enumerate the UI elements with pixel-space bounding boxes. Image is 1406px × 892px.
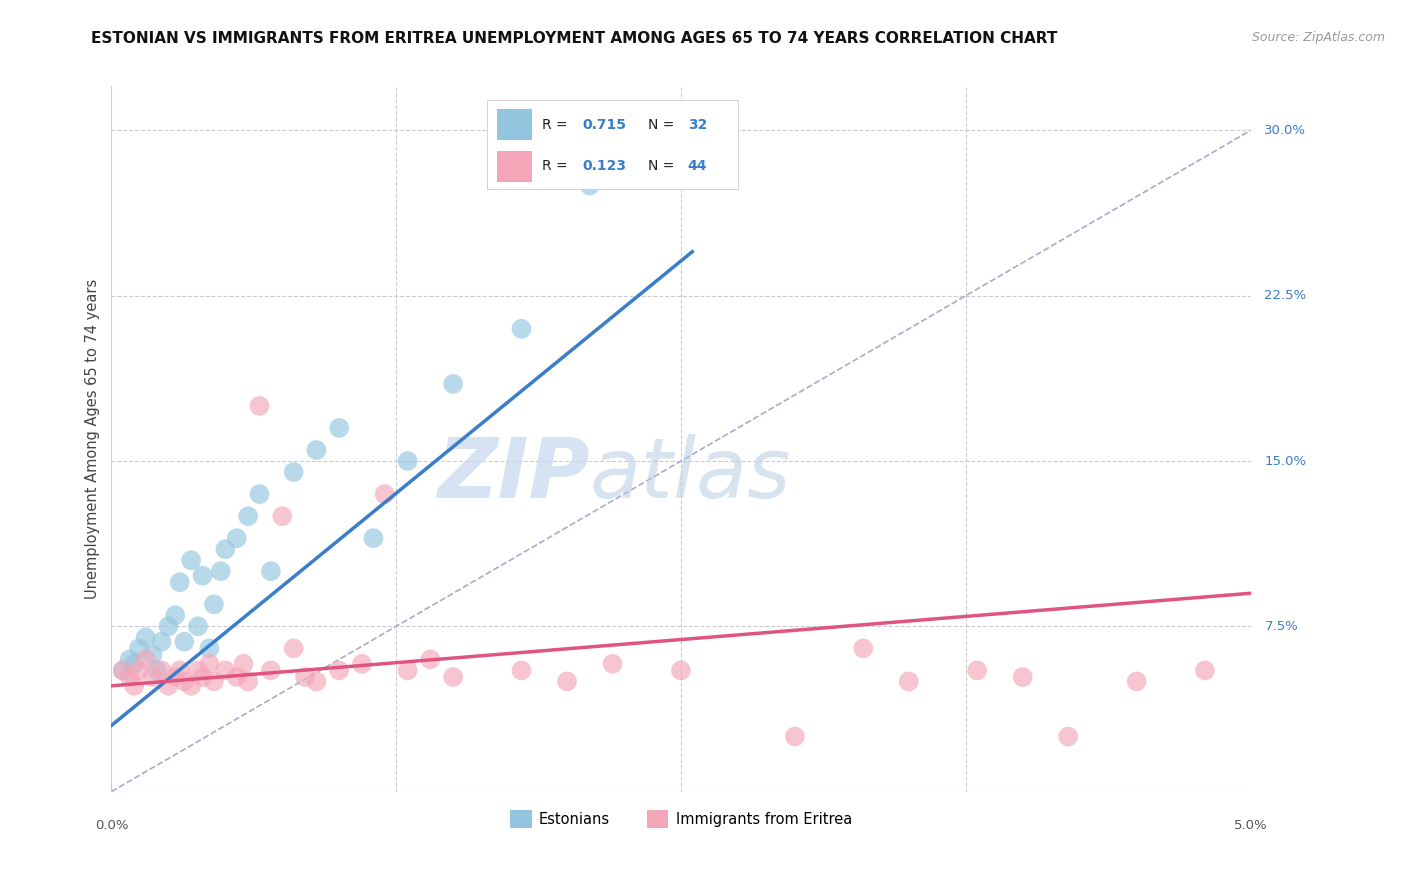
Point: [232, 657, 254, 671]
Point: [249, 487, 271, 501]
Point: [150, 634, 173, 648]
Point: [555, 674, 578, 689]
Point: [441, 376, 464, 391]
Point: [191, 568, 214, 582]
Point: [419, 652, 441, 666]
Text: 30.0%: 30.0%: [1264, 124, 1306, 137]
Point: [260, 564, 283, 578]
Point: [157, 679, 180, 693]
Point: [173, 674, 195, 689]
Point: [602, 657, 624, 671]
Point: [1125, 674, 1147, 689]
Point: [165, 608, 187, 623]
Point: [579, 178, 602, 193]
Point: [249, 399, 271, 413]
Point: [350, 657, 373, 671]
Point: [669, 664, 692, 678]
Point: [236, 674, 259, 689]
Point: [165, 670, 187, 684]
Point: [225, 670, 247, 684]
Point: [187, 664, 209, 678]
Point: [150, 664, 173, 678]
Point: [146, 664, 169, 678]
Point: [510, 664, 533, 678]
Point: [305, 674, 328, 689]
Point: [198, 641, 221, 656]
Point: [396, 664, 419, 678]
Point: [1057, 730, 1080, 744]
Point: [225, 531, 247, 545]
Text: ZIP: ZIP: [437, 434, 591, 515]
Point: [209, 564, 232, 578]
Point: [202, 597, 225, 611]
Point: [897, 674, 920, 689]
Text: atlas: atlas: [591, 434, 792, 515]
Point: [169, 664, 191, 678]
Point: [294, 670, 316, 684]
Point: [157, 619, 180, 633]
Point: [396, 454, 419, 468]
Point: [118, 670, 141, 684]
Point: [283, 465, 305, 479]
Point: [141, 648, 163, 662]
Point: [198, 657, 221, 671]
Text: 0.0%: 0.0%: [94, 820, 128, 832]
Point: [966, 664, 988, 678]
Point: [1011, 670, 1033, 684]
Point: [363, 531, 385, 545]
Point: [852, 641, 875, 656]
Point: [328, 664, 350, 678]
Point: [111, 664, 134, 678]
Point: [180, 679, 202, 693]
Text: ESTONIAN VS IMMIGRANTS FROM ERITREA UNEMPLOYMENT AMONG AGES 65 TO 74 YEARS CORRE: ESTONIAN VS IMMIGRANTS FROM ERITREA UNEM…: [91, 31, 1057, 46]
Point: [374, 487, 396, 501]
Point: [122, 657, 145, 671]
Point: [141, 670, 163, 684]
Point: [328, 421, 350, 435]
Point: [118, 652, 141, 666]
Point: [510, 322, 533, 336]
Point: [128, 641, 150, 656]
Point: [214, 664, 236, 678]
Legend: Estonians, Immigrants from Eritrea: Estonians, Immigrants from Eritrea: [503, 805, 858, 834]
Point: [122, 679, 145, 693]
Point: [180, 553, 202, 567]
Point: [236, 509, 259, 524]
Point: [202, 674, 225, 689]
Point: [111, 664, 134, 678]
Point: [1194, 664, 1216, 678]
Point: [135, 652, 157, 666]
Point: [191, 670, 214, 684]
Text: 22.5%: 22.5%: [1264, 289, 1306, 302]
Text: 7.5%: 7.5%: [1264, 620, 1298, 632]
Text: Source: ZipAtlas.com: Source: ZipAtlas.com: [1251, 31, 1385, 45]
Text: 15.0%: 15.0%: [1264, 455, 1306, 467]
Point: [783, 730, 806, 744]
Point: [283, 641, 305, 656]
Point: [135, 631, 157, 645]
Point: [169, 575, 191, 590]
Point: [187, 619, 209, 633]
Point: [260, 664, 283, 678]
Point: [128, 664, 150, 678]
Y-axis label: Unemployment Among Ages 65 to 74 years: Unemployment Among Ages 65 to 74 years: [86, 279, 100, 599]
Point: [173, 634, 195, 648]
Point: [441, 670, 464, 684]
Text: 5.0%: 5.0%: [1233, 820, 1267, 832]
Point: [647, 135, 669, 149]
Point: [214, 542, 236, 557]
Point: [305, 442, 328, 457]
Point: [271, 509, 294, 524]
